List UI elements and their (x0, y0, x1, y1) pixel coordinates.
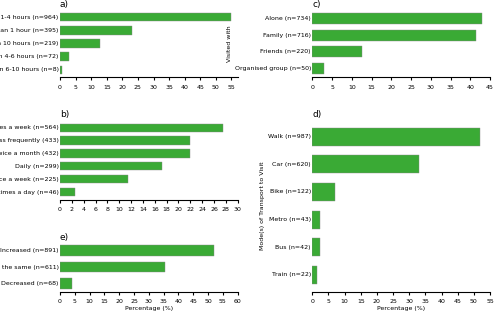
Bar (60, 149, 190, 158)
Bar (312, 63, 324, 74)
Text: d): d) (312, 110, 322, 119)
Bar (60, 136, 190, 145)
Bar (60, 175, 128, 183)
Bar (60, 26, 132, 35)
Bar (312, 183, 336, 201)
Bar (60, 13, 232, 21)
Bar (312, 13, 482, 24)
Bar (312, 266, 316, 284)
Bar (60, 162, 162, 170)
Bar (60, 245, 214, 256)
Bar (60, 261, 165, 272)
Bar (312, 238, 320, 256)
Bar (312, 155, 419, 173)
Text: e): e) (60, 233, 69, 242)
Bar (312, 128, 480, 146)
Text: a): a) (60, 0, 69, 9)
X-axis label: Percentage (%): Percentage (%) (125, 306, 173, 311)
Bar (60, 52, 70, 61)
Bar (60, 278, 72, 289)
Y-axis label: Visited with: Visited with (227, 25, 232, 62)
Text: c): c) (312, 0, 321, 9)
Bar (312, 29, 476, 40)
Bar (312, 46, 362, 57)
Bar (312, 211, 320, 228)
X-axis label: Percentage (%): Percentage (%) (377, 306, 425, 311)
Bar (60, 188, 76, 196)
Y-axis label: Mode(s) of Transport to Visit: Mode(s) of Transport to Visit (260, 161, 265, 250)
Bar (60, 123, 223, 132)
Bar (60, 66, 62, 74)
Bar (60, 39, 100, 48)
Text: b): b) (60, 110, 69, 119)
